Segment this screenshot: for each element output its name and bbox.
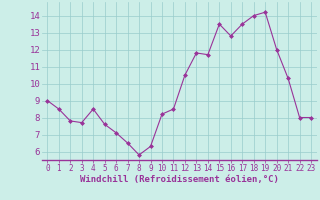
X-axis label: Windchill (Refroidissement éolien,°C): Windchill (Refroidissement éolien,°C) bbox=[80, 175, 279, 184]
